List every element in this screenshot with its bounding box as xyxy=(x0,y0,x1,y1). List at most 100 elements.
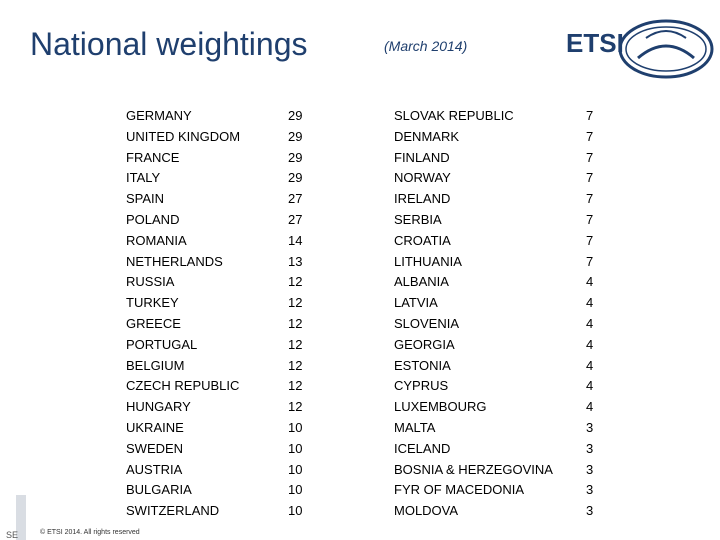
country-name: PORTUGAL xyxy=(126,336,198,352)
country-weight: 13 xyxy=(288,253,303,269)
country-name: LATVIA xyxy=(394,295,438,311)
table-row: CROATIA 7 xyxy=(394,231,616,251)
table-row: IRELAND 7 xyxy=(394,189,616,209)
table-row: BULGARIA 10 xyxy=(126,480,318,500)
table-row: ALBANIA 4 xyxy=(394,272,616,292)
country-name: BULGARIA xyxy=(126,482,192,498)
country-weight: 4 xyxy=(586,336,594,352)
country-weight: 29 xyxy=(288,108,303,123)
country-name: CYPRUS xyxy=(394,378,449,394)
country-weight: 7 xyxy=(586,170,594,186)
page-title: National weightings xyxy=(30,26,308,62)
country-name: ICELAND xyxy=(394,440,451,456)
table-row: MOLDOVA 3 xyxy=(394,501,616,521)
table-row: UKRAINE 10 xyxy=(126,418,318,438)
table-row: GEORGIA 4 xyxy=(394,335,616,355)
country-name: IRELAND xyxy=(394,191,451,207)
country-weight: 7 xyxy=(586,212,594,227)
table-row: LATVIA 4 xyxy=(394,293,616,313)
country-weight: 12 xyxy=(288,295,303,311)
country-name: SWITZERLAND xyxy=(126,503,220,519)
country-name: DENMARK xyxy=(394,128,460,144)
country-weight: 7 xyxy=(586,128,594,144)
table-row: GREECE 12 xyxy=(126,314,318,334)
country-name: GEORGIA xyxy=(394,336,455,352)
country-weight: 4 xyxy=(586,378,594,394)
country-weight: 12 xyxy=(288,336,303,352)
country-name: TURKEY xyxy=(126,295,179,311)
country-weight: 3 xyxy=(586,503,594,519)
table-row: HUNGARY 12 xyxy=(126,397,318,417)
country-weight: 10 xyxy=(288,461,303,477)
country-name: FINLAND xyxy=(394,149,450,165)
table-row: DENMARK 7 xyxy=(394,127,616,147)
sidebar-strip xyxy=(16,495,26,540)
table-row: ICELAND 3 xyxy=(394,439,616,459)
country-name: GERMANY xyxy=(126,108,192,123)
country-weight: 10 xyxy=(288,420,303,435)
country-name: FYR OF MACEDONIA xyxy=(394,482,525,498)
table-row: ITALY 29 xyxy=(126,168,318,188)
country-weight: 10 xyxy=(288,503,303,519)
country-name: UKRAINE xyxy=(126,420,184,435)
country-name: RUSSIA xyxy=(126,274,175,290)
country-name: MOLDOVA xyxy=(394,503,459,519)
table-row: FRANCE 29 xyxy=(126,148,318,168)
copyright-footer: © ETSI 2014. All rights reserved xyxy=(40,529,140,536)
country-name: SPAIN xyxy=(126,191,165,207)
country-name: NETHERLANDS xyxy=(126,253,223,269)
country-name: HUNGARY xyxy=(126,399,191,415)
country-weight: 10 xyxy=(288,482,303,498)
country-weight: 12 xyxy=(288,378,303,394)
table-row: LITHUANIA 7 xyxy=(394,252,616,272)
country-name: CROATIA xyxy=(394,232,451,248)
country-name: BELGIUM xyxy=(126,357,185,373)
table-row: FINLAND 7 xyxy=(394,148,616,168)
country-name: ITALY xyxy=(126,170,161,186)
country-weight: 4 xyxy=(586,399,594,415)
table-row: CZECH REPUBLIC 12 xyxy=(126,376,318,396)
country-weight: 3 xyxy=(586,482,594,498)
table-row: NORWAY 7 xyxy=(394,168,616,188)
country-weight: 12 xyxy=(288,316,303,331)
country-name: ALBANIA xyxy=(394,274,449,290)
country-weight: 7 xyxy=(586,232,594,248)
country-weight: 12 xyxy=(288,399,303,415)
country-name: NORWAY xyxy=(394,170,451,186)
table-row: SWEDEN 10 xyxy=(126,439,318,459)
country-weight: 27 xyxy=(288,212,303,227)
country-name: ESTONIA xyxy=(394,357,451,373)
country-weight: 29 xyxy=(288,149,303,165)
country-name: SWEDEN xyxy=(126,440,184,456)
corner-label: SE xyxy=(6,530,19,540)
country-name: UNITED KINGDOM xyxy=(126,128,241,144)
country-weight: 14 xyxy=(288,232,303,248)
country-name: LITHUANIA xyxy=(394,253,462,269)
country-weight: 7 xyxy=(586,191,594,207)
country-weight: 3 xyxy=(586,461,594,477)
country-name: SLOVAK REPUBLIC xyxy=(394,108,514,123)
country-name: CZECH REPUBLIC xyxy=(126,378,240,394)
table-row: SERBIA 7 xyxy=(394,210,616,230)
country-name: LUXEMBOURG xyxy=(394,399,487,415)
country-name: ROMANIA xyxy=(126,232,187,248)
country-name: BOSNIA & HERZEGOVINA xyxy=(394,461,553,477)
country-weight: 4 xyxy=(586,274,594,290)
table-row: CYPRUS 4 xyxy=(394,376,616,396)
country-weight: 4 xyxy=(586,295,594,311)
table-row: AUSTRIA 10 xyxy=(126,460,318,480)
country-weight: 12 xyxy=(288,357,303,373)
country-weight: 7 xyxy=(586,108,594,123)
table-row: GERMANY 29 xyxy=(126,106,318,126)
country-name: POLAND xyxy=(126,212,180,227)
table-row: BOSNIA & HERZEGOVINA 3 xyxy=(394,460,616,480)
table-row: FYR OF MACEDONIA 3 xyxy=(394,480,616,500)
table-row: SWITZERLAND 10 xyxy=(126,501,318,521)
logo-text: ETSI xyxy=(566,28,624,58)
table-row: LUXEMBOURG 4 xyxy=(394,397,616,417)
country-weight: 29 xyxy=(288,128,303,144)
table-row: NETHERLANDS 13 xyxy=(126,252,318,272)
country-weight: 4 xyxy=(586,316,594,331)
table-row: TURKEY 12 xyxy=(126,293,318,313)
country-name: SERBIA xyxy=(394,212,442,227)
